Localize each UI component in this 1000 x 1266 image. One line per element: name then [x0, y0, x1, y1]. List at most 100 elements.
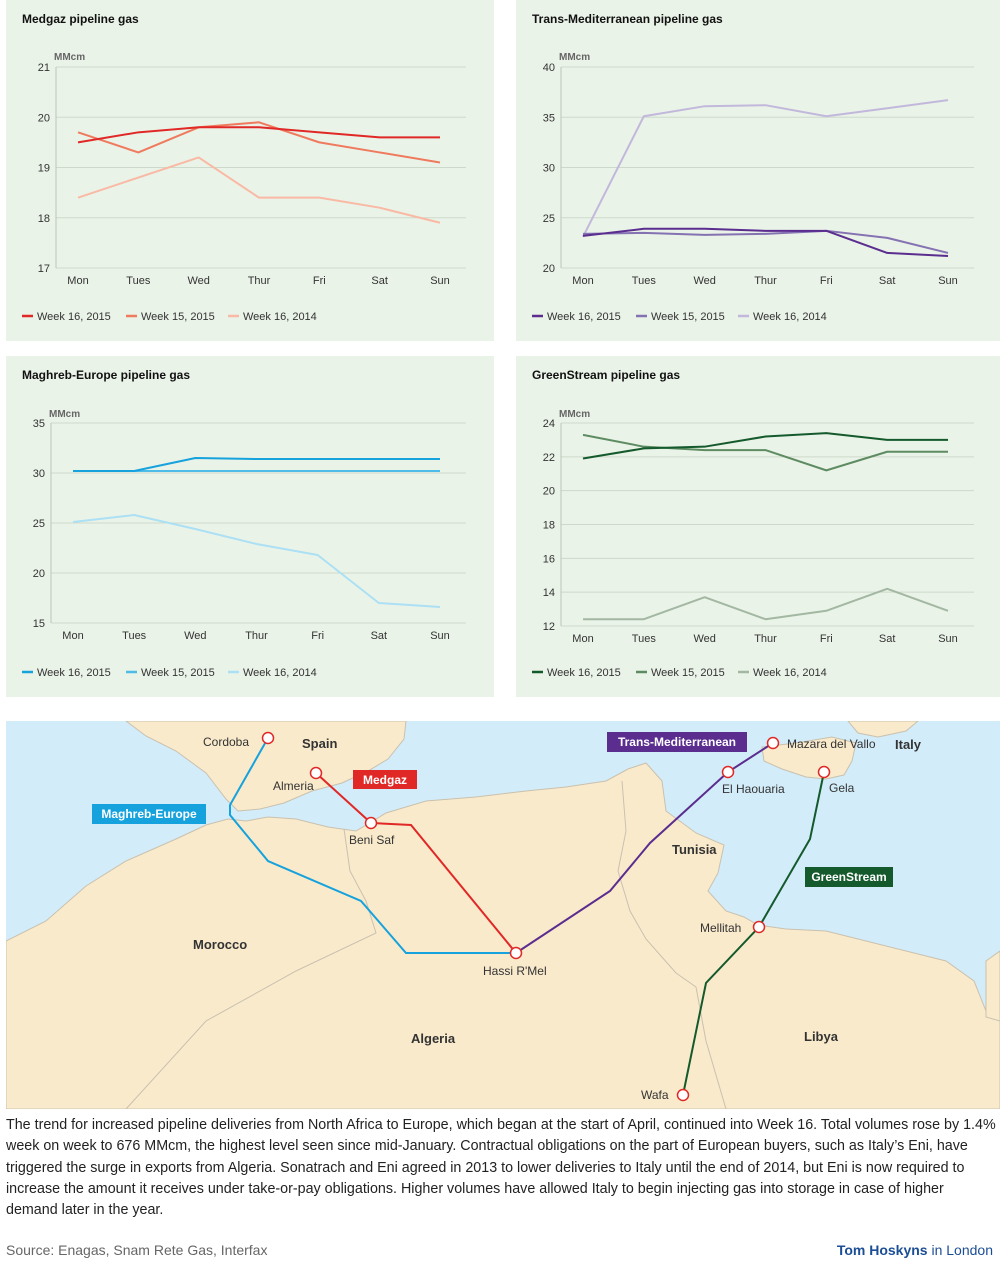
place-label-mellitah: Mellitah [700, 921, 741, 935]
y-tick-label: 21 [38, 62, 50, 74]
pipeline-tag-trans-mediterranean: Trans-Mediterranean [618, 735, 736, 749]
x-tick-label: Sat [371, 630, 388, 642]
country-label-algeria: Algeria [411, 1031, 456, 1046]
source-note: Source: Enagas, Snam Rete Gas, Interfax [6, 1242, 268, 1258]
node-almeria [309, 766, 323, 780]
place-label-gela: Gela [829, 781, 855, 795]
chart-panel-greenstream: GreenStream pipeline gas MMcm 12 14 16 18 20… [516, 356, 1000, 697]
tag-bg-trans-mediterranean [607, 732, 747, 752]
tag-bg-medgaz [353, 770, 417, 789]
y-tick-label: 20 [38, 112, 50, 124]
x-tick-label: Sun [430, 275, 450, 287]
land-spain [125, 721, 407, 812]
pipeline-tag-greenstream: GreenStream [811, 870, 886, 884]
series-line [582, 99, 949, 238]
place-label-cordoba: Cordoba [203, 735, 249, 749]
border-morocco-algeria [125, 828, 377, 1109]
border-algeria-libya [695, 986, 727, 1109]
x-tick-label: Wed [693, 633, 715, 645]
y-tick-label: 20 [543, 486, 555, 498]
y-tick-label: 20 [33, 568, 45, 580]
y-tick-label: 18 [543, 520, 555, 532]
legend-label: Week 16, 2014 [753, 667, 827, 679]
y-tick-label: 40 [543, 62, 555, 74]
y-tick-label: 16 [543, 553, 555, 565]
place-label-beni-saf: Beni Saf [349, 833, 395, 847]
x-tick-label: Fri [820, 633, 833, 645]
byline[interactable]: Tom Hoskyns in London [837, 1242, 993, 1258]
node-hassi-rmel [509, 946, 523, 960]
y-tick-label: 15 [33, 618, 45, 630]
node-wafa [676, 1088, 690, 1102]
byline-author: Tom Hoskyns [836, 1242, 928, 1258]
y-axis-unit: MMcm [54, 52, 86, 63]
chart-maghreb: 15 20 25 30 35 Mon Tues Wed Thur Fri Sat Sun Week 16… [22, 418, 466, 679]
x-tick-label: Sun [938, 275, 958, 287]
node-gela [817, 765, 831, 779]
chart-medgaz: 17 18 19 20 21 Mon Tues Wed Thur Fri Sat Sun Week 16… [22, 62, 466, 323]
y-tick-label: 17 [38, 263, 50, 275]
chart-title: Medgaz pipeline gas [22, 12, 139, 26]
chart-title: Trans-Mediterranean pipeline gas [532, 12, 723, 26]
x-tick-label: Fri [820, 275, 833, 287]
y-tick-label: 25 [33, 518, 45, 530]
x-tick-label: Sat [879, 633, 896, 645]
x-tick-label: Tues [632, 633, 657, 645]
y-tick-label: 30 [543, 163, 555, 175]
series-line [582, 227, 949, 257]
pipeline-tag-medgaz: Medgaz [363, 773, 407, 787]
legend-label: Week 16, 2015 [547, 311, 621, 323]
byline-location: in London [927, 1242, 993, 1258]
x-tick-label: Fri [311, 630, 324, 642]
y-tick-label: 19 [38, 163, 50, 175]
x-tick-label: Mon [572, 633, 593, 645]
land-sicily [761, 736, 857, 780]
series-line [582, 433, 948, 472]
x-tick-label: Mon [67, 275, 88, 287]
series-line [73, 457, 440, 472]
series-line [583, 587, 949, 621]
pipeline-tag-maghreb-europe: Maghreb-Europe [101, 807, 197, 821]
country-label-morocco: Morocco [193, 937, 247, 952]
land-italy [847, 721, 919, 738]
x-tick-label: Mon [572, 275, 593, 287]
country-label-spain: Spain [302, 736, 337, 751]
x-tick-label: Sat [879, 275, 896, 287]
series-line [77, 156, 441, 224]
y-tick-label: 20 [543, 263, 555, 275]
series-line [582, 432, 948, 460]
chart-title: GreenStream pipeline gas [532, 368, 681, 382]
series-line [582, 229, 949, 254]
x-tick-label: Thur [754, 633, 777, 645]
chart-title: Maghreb-Europe pipeline gas [22, 368, 191, 382]
node-cordoba [261, 731, 275, 745]
x-tick-label: Tues [126, 275, 151, 287]
y-tick-label: 24 [543, 418, 555, 430]
chart-panel-maghreb: Maghreb-Europe pipeline gas MMcm 15 20 25 3… [6, 356, 494, 697]
legend-label: Week 15, 2015 [141, 311, 215, 323]
x-tick-label: Sun [430, 630, 450, 642]
x-tick-label: Thur [245, 630, 268, 642]
y-tick-label: 25 [543, 213, 555, 225]
pipeline-map: Spain Italy Tunisia Morocco Algeria Liby… [6, 721, 1000, 1109]
place-label-almeria: Almeria [273, 779, 314, 793]
y-axis-unit: MMcm [559, 52, 591, 63]
country-label-libya: Libya [804, 1029, 839, 1044]
pipeline-medgaz [315, 772, 517, 954]
node-mazara [766, 736, 780, 750]
country-label-tunisia: Tunisia [672, 842, 717, 857]
series-line [77, 126, 440, 144]
node-mellitah [752, 920, 766, 934]
chart-panel-medgaz: Medgaz pipeline gas MMcm 17 18 19 20 21 Mon Tu… [6, 0, 494, 341]
place-label-wafa: Wafa [641, 1088, 669, 1102]
x-tick-label: Wed [693, 275, 715, 287]
place-label-el-haouaria: El Haouaria [722, 782, 785, 796]
y-tick-label: 18 [38, 213, 50, 225]
x-tick-label: Mon [62, 630, 83, 642]
land-libya-east [985, 950, 1000, 1022]
legend-label: Week 16, 2014 [753, 311, 827, 323]
x-tick-label: Wed [187, 275, 209, 287]
y-tick-label: 14 [543, 587, 555, 599]
y-tick-label: 12 [543, 621, 555, 633]
legend-label: Week 15, 2015 [651, 311, 725, 323]
